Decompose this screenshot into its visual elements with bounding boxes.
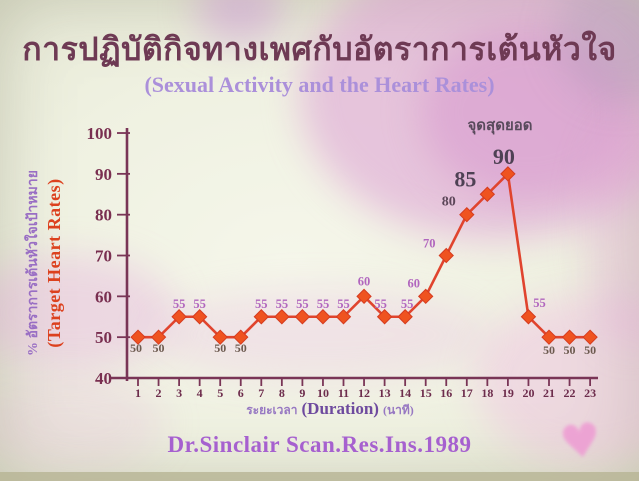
data-point-label: 55	[173, 297, 186, 311]
data-point-marker	[561, 329, 578, 345]
data-point-label: 55	[317, 297, 330, 311]
heart-icon: ♥	[556, 411, 605, 471]
data-point-marker	[582, 329, 598, 345]
y-tick-label: 70	[95, 247, 112, 266]
data-point-label: 50	[153, 341, 165, 355]
x-tick-label: 21	[543, 386, 555, 400]
x-tick-label: 4	[197, 386, 203, 400]
data-point-marker	[541, 329, 557, 345]
data-point-marker	[335, 309, 352, 325]
y-tick-label: 80	[95, 206, 112, 225]
data-point-label: 50	[564, 343, 576, 357]
data-point-label: 55	[193, 297, 206, 311]
x-tick-label: 16	[440, 386, 452, 400]
x-axis-label-unit-thai: (นาที)	[382, 403, 414, 417]
data-point-marker	[479, 186, 496, 202]
x-tick-label: 8	[279, 386, 285, 400]
x-tick-label: 19	[502, 386, 514, 400]
slide-title-thai: การปฏิบัติกิจทางเพศกับอัตราการเต้นหัวใจ	[22, 31, 617, 67]
data-point-marker	[171, 309, 187, 325]
x-tick-label: 13	[379, 386, 391, 400]
data-point-label: 50	[235, 341, 247, 355]
data-point-label: 70	[423, 237, 436, 251]
data-point-label: 55	[374, 297, 387, 311]
data-point-marker	[376, 309, 393, 325]
y-tick-label: 100	[87, 124, 113, 143]
data-point-marker	[294, 309, 311, 325]
data-point-marker	[500, 166, 516, 182]
x-tick-label: 1	[135, 386, 141, 400]
data-point-label: 55	[276, 297, 289, 311]
x-tick-label: 23	[584, 386, 596, 400]
x-tick-label: 7	[258, 386, 264, 400]
x-tick-label: 3	[176, 386, 182, 400]
data-point-label: 90	[493, 144, 515, 169]
x-tick-label: 11	[338, 386, 349, 400]
data-point-label: 55	[255, 297, 268, 311]
data-point-marker	[356, 288, 372, 305]
data-point-label: 50	[130, 341, 142, 355]
data-point-label: 60	[407, 276, 420, 290]
x-tick-label: 6	[238, 386, 244, 400]
y-tick-label: 40	[95, 369, 112, 388]
data-point-label: 50	[584, 343, 596, 357]
data-point-marker	[520, 309, 537, 325]
data-point-marker	[459, 206, 475, 223]
x-tick-label: 18	[481, 386, 493, 400]
data-point-marker	[438, 247, 454, 264]
y-tick-label: 60	[95, 287, 112, 306]
x-tick-label: 15	[420, 386, 432, 400]
data-point-marker	[191, 309, 208, 325]
slide-subtitle-english: (Sexual Activity and the Heart Rates)	[144, 72, 495, 97]
data-point-label: 50	[543, 343, 555, 357]
photo-edge-strip	[0, 472, 639, 481]
citation: Dr.Sinclair Scan.Res.Ins.1989	[167, 432, 472, 457]
x-axis-label-english: (Duration)	[301, 399, 379, 418]
data-point-label: 80	[442, 195, 456, 210]
data-point-marker	[130, 329, 146, 345]
data-point-marker	[274, 309, 290, 325]
y-tick-label: 50	[95, 328, 112, 347]
data-point-marker	[417, 288, 434, 305]
x-tick-label: 5	[217, 386, 223, 400]
data-point-label: 55	[337, 297, 350, 311]
data-point-label: 55	[401, 297, 414, 311]
peak-annotation-thai: จุดสุดยอด	[468, 118, 533, 135]
y-tick-label: 90	[95, 165, 112, 184]
data-point-label: 60	[358, 274, 371, 288]
data-point-marker	[212, 329, 228, 345]
data-point-marker	[150, 329, 167, 345]
x-tick-label: 10	[317, 386, 329, 400]
data-point-label: 50	[214, 341, 226, 355]
x-axis-label-thai: ระยะเวลา	[246, 403, 298, 417]
data-point-label: 85	[454, 166, 476, 191]
x-tick-label: 17	[461, 386, 473, 400]
x-tick-label: 14	[399, 386, 411, 400]
data-point-marker	[397, 309, 413, 325]
x-tick-label: 12	[358, 386, 370, 400]
x-tick-label: 2	[156, 386, 162, 400]
series-line	[138, 172, 591, 339]
data-point-marker	[233, 329, 249, 345]
x-tick-label: 22	[564, 386, 576, 400]
x-tick-label: 20	[522, 386, 534, 400]
x-tick-label: 9	[299, 386, 305, 400]
data-point-marker	[315, 309, 331, 325]
x-axis-label: ระยะเวลา (Duration) (นาที)	[120, 399, 540, 420]
data-point-label: 55	[296, 297, 309, 311]
data-point-marker	[253, 309, 270, 325]
data-point-label: 55	[533, 296, 546, 310]
